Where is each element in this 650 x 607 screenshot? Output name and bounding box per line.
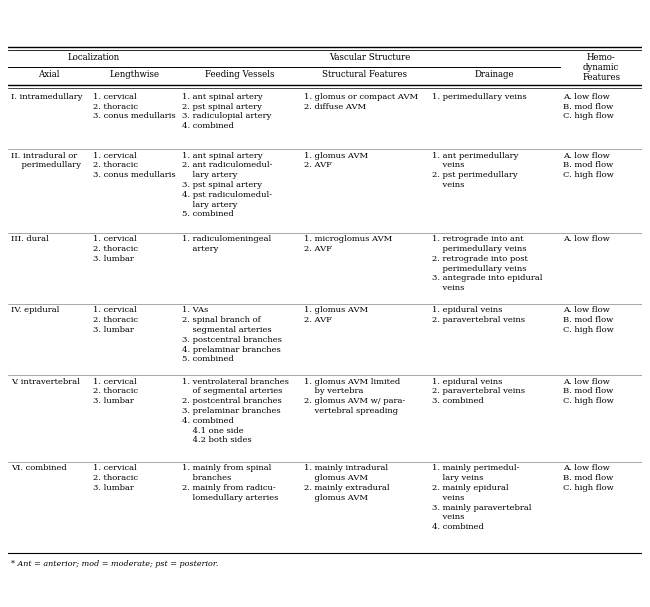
Text: 1. ant spinal artery
2. pst spinal artery
3. radiculopial artery
4. combined: 1. ant spinal artery 2. pst spinal arter… bbox=[182, 93, 271, 131]
Text: 1. microglomus AVM
2. AVF: 1. microglomus AVM 2. AVF bbox=[304, 236, 392, 253]
Text: ®: ® bbox=[106, 8, 115, 18]
Text: Hemo-
dynamic
Features: Hemo- dynamic Features bbox=[582, 53, 620, 83]
Text: Localization: Localization bbox=[67, 53, 120, 61]
Text: A. low flow
B. mod flow
C. high flow: A. low flow B. mod flow C. high flow bbox=[563, 464, 614, 492]
Text: Structural Features: Structural Features bbox=[322, 70, 407, 79]
Text: IV. epidural: IV. epidural bbox=[11, 307, 59, 314]
Text: 1. mainly intradural
    glomus AVM
2. mainly extradural
    glomus AVM: 1. mainly intradural glomus AVM 2. mainl… bbox=[304, 464, 389, 502]
Text: 1. mainly perimedul-
    lary veins
2. mainly epidural
    veins
3. mainly parav: 1. mainly perimedul- lary veins 2. mainl… bbox=[432, 464, 531, 531]
Text: Medscape: Medscape bbox=[12, 12, 101, 29]
Text: * Ant = anterior; mod = moderate; pst = posterior.: * Ant = anterior; mod = moderate; pst = … bbox=[11, 560, 218, 568]
Text: Source: Neurosurg Focus © 2006 American Association of Neurological Surgeons: Source: Neurosurg Focus © 2006 American … bbox=[133, 591, 517, 599]
Text: V. intravertebral: V. intravertebral bbox=[11, 378, 80, 385]
Text: 1. ventrolateral branches
    of segmental arteries
2. postcentral branches
3. p: 1. ventrolateral branches of segmental a… bbox=[182, 378, 289, 444]
Text: www.medscape.com: www.medscape.com bbox=[169, 13, 298, 26]
Text: 1. glomus AVM limited
    by vertebra
2. glomus AVM w/ para-
    vertebral sprea: 1. glomus AVM limited by vertebra 2. glo… bbox=[304, 378, 405, 415]
Text: III. dural: III. dural bbox=[11, 236, 49, 243]
Text: 1. ant spinal artery
2. ant radiculomedul-
    lary artery
3. pst spinal artery
: 1. ant spinal artery 2. ant radiculomedu… bbox=[182, 152, 272, 219]
Text: 1. glomus AVM
2. AVF: 1. glomus AVM 2. AVF bbox=[304, 152, 368, 169]
Text: II. intradural or
    perimedullary: II. intradural or perimedullary bbox=[11, 152, 81, 169]
Text: Feeding Vessels: Feeding Vessels bbox=[205, 70, 274, 79]
Text: 1. cervical
2. thoracic
3. conus medullaris: 1. cervical 2. thoracic 3. conus medulla… bbox=[93, 152, 176, 179]
Text: I. intramedullary: I. intramedullary bbox=[11, 93, 83, 101]
Text: 1. glomus or compact AVM
2. diffuse AVM: 1. glomus or compact AVM 2. diffuse AVM bbox=[304, 93, 418, 110]
Text: 1. VAs
2. spinal branch of
    segmental arteries
3. postcentral branches
4. pre: 1. VAs 2. spinal branch of segmental art… bbox=[182, 307, 281, 364]
Text: A. low flow
B. mod flow
C. high flow: A. low flow B. mod flow C. high flow bbox=[563, 378, 614, 405]
Text: Axial: Axial bbox=[38, 70, 60, 79]
Text: 1. epidural veins
2. paravertebral veins
3. combined: 1. epidural veins 2. paravertebral veins… bbox=[432, 378, 525, 405]
Text: 1. cervical
2. thoracic
3. lumbar: 1. cervical 2. thoracic 3. lumbar bbox=[93, 307, 138, 334]
Text: Lengthwise: Lengthwise bbox=[109, 70, 159, 79]
Text: A. low flow
B. mod flow
C. high flow: A. low flow B. mod flow C. high flow bbox=[563, 152, 614, 179]
Text: 1. epidural veins
2. paravertebral veins: 1. epidural veins 2. paravertebral veins bbox=[432, 307, 525, 324]
Text: A. low flow
B. mod flow
C. high flow: A. low flow B. mod flow C. high flow bbox=[563, 307, 614, 334]
Text: A. low flow: A. low flow bbox=[563, 236, 610, 243]
Text: Drainage: Drainage bbox=[474, 70, 514, 79]
Text: 1. mainly from spinal
    branches
2. mainly from radicu-
    lomedullary arteri: 1. mainly from spinal branches 2. mainly… bbox=[182, 464, 278, 502]
Text: 1. cervical
2. thoracic
3. lumbar: 1. cervical 2. thoracic 3. lumbar bbox=[93, 236, 138, 263]
Text: Vascular Structure: Vascular Structure bbox=[329, 53, 410, 61]
Text: 1. perimedullary veins: 1. perimedullary veins bbox=[432, 93, 526, 101]
Text: 1. ant perimedullary
    veins
2. pst perimedullary
    veins: 1. ant perimedullary veins 2. pst perime… bbox=[432, 152, 518, 189]
Text: 1. glomus AVM
2. AVF: 1. glomus AVM 2. AVF bbox=[304, 307, 368, 324]
Text: 1. cervical
2. thoracic
3. lumbar: 1. cervical 2. thoracic 3. lumbar bbox=[93, 378, 138, 405]
Text: 1. retrograde into ant
    perimedullary veins
2. retrograde into post
    perim: 1. retrograde into ant perimedullary vei… bbox=[432, 236, 542, 293]
Text: 1. radiculomeningeal
    artery: 1. radiculomeningeal artery bbox=[182, 236, 271, 253]
Text: 1. cervical
2. thoracic
3. conus medullaris: 1. cervical 2. thoracic 3. conus medulla… bbox=[93, 93, 176, 120]
Text: A. low flow
B. mod flow
C. high flow: A. low flow B. mod flow C. high flow bbox=[563, 93, 614, 120]
Text: 1. cervical
2. thoracic
3. lumbar: 1. cervical 2. thoracic 3. lumbar bbox=[93, 464, 138, 492]
Text: VI. combined: VI. combined bbox=[11, 464, 67, 472]
